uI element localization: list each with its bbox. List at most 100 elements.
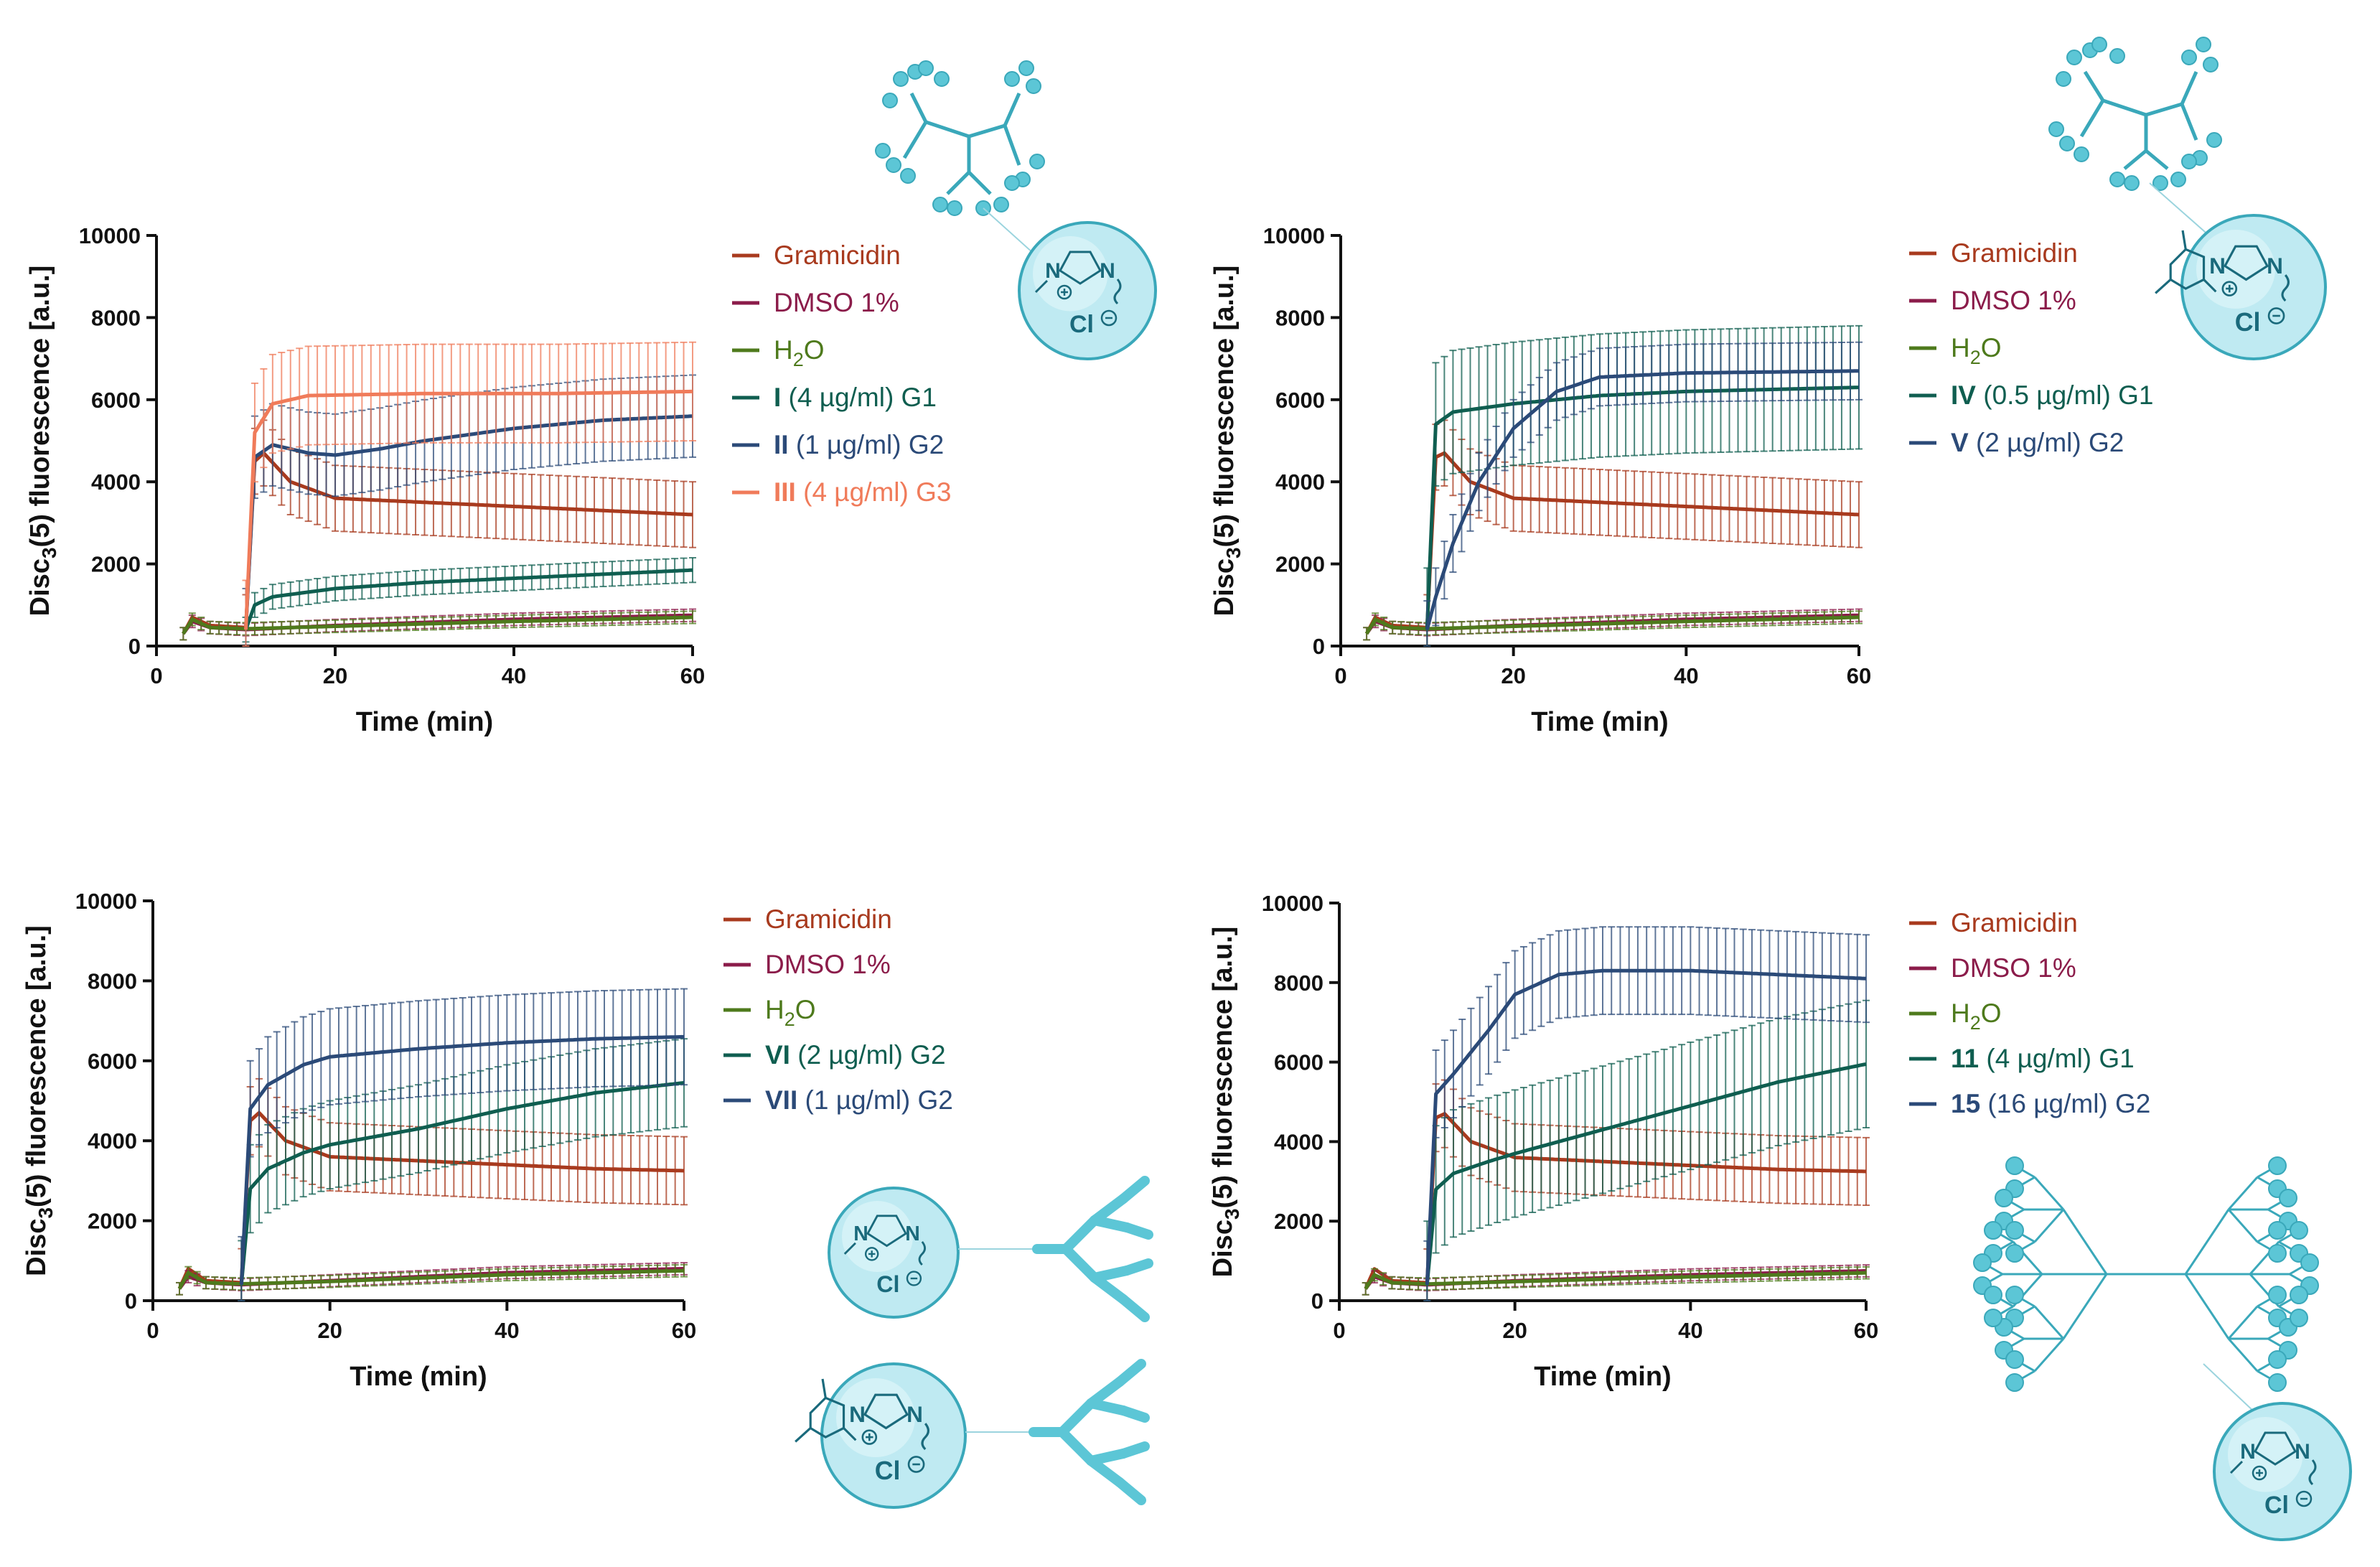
series-line <box>1364 1271 1867 1290</box>
legend-label: I (4 µg/ml) G1 <box>774 383 937 412</box>
y-tick-label: 0 <box>128 634 141 659</box>
legend-label: III (4 µg/ml) G3 <box>774 477 951 507</box>
legend-entry-gram: Gramicidin <box>1909 238 2078 268</box>
chart-bottom-right: 0 2000 4000 6000 8000 10000 0 20 40 60 Time (min) D… <box>1208 891 2150 1392</box>
legend-entry-dmso: DMSO 1% <box>1909 953 2076 983</box>
x-tick-label: 40 <box>1674 663 1698 688</box>
legend-label: H2O <box>1951 333 2002 368</box>
legend-entry-h2o: H2O <box>1909 998 2002 1034</box>
x-tick-label: 20 <box>1502 1318 1527 1343</box>
series-s2 <box>1423 926 1870 1301</box>
legend-entry-h2o: H2O <box>732 335 825 370</box>
x-axis-label: Time (min) <box>350 1362 487 1392</box>
svg-text:N: N <box>1100 259 1115 283</box>
legend-entry-gram: Gramicidin <box>1909 908 2078 937</box>
x-tick-label: 0 <box>150 663 162 688</box>
legend-entry-s2: VII (1 µg/ml) G2 <box>723 1085 953 1115</box>
x-tick-label: 60 <box>1854 1318 1878 1343</box>
legend-label: DMSO 1% <box>765 950 891 979</box>
chart-top-right: 0 2000 4000 6000 8000 10000 0 20 40 60 Time (min) D… <box>1209 223 2153 737</box>
y-tick-label: 8000 <box>91 305 141 330</box>
dendrimer-bottom-right <box>1973 1156 2319 1426</box>
legend-label: DMSO 1% <box>774 288 899 317</box>
chloride-label: Cl <box>2235 308 2261 337</box>
legend-label: IV (0.5 µg/ml) G1 <box>1951 380 2153 410</box>
y-tick-label: 4000 <box>88 1128 137 1154</box>
ammonium-sphere-top-left: N N Cl <box>1018 221 1157 360</box>
series-h2o <box>1363 610 1863 641</box>
y-tick-label: 8000 <box>1274 970 1323 996</box>
legend-label: DMSO 1% <box>1951 286 2076 315</box>
molecule-illustrations: N N Cl N N Cl N N Cl N N Cl N N Cl <box>795 37 2352 1541</box>
y-tick-label: 4000 <box>91 469 141 495</box>
y-tick-label: 10000 <box>75 889 137 914</box>
error-bar <box>689 557 696 584</box>
legend-label: Gramicidin <box>1951 238 2078 268</box>
x-tick-label: 20 <box>323 663 347 688</box>
x-tick-label: 40 <box>1678 1318 1702 1343</box>
legend-entry-dmso: DMSO 1% <box>723 950 891 979</box>
series-line <box>1425 968 1867 1285</box>
legend-entry-s2: V (2 µg/ml) G2 <box>1909 428 2124 457</box>
mesityl-sphere-bottom-left: N N Cl <box>795 1362 967 1509</box>
legend-label: 15 (16 µg/ml) G2 <box>1951 1089 2150 1118</box>
series-s3 <box>242 341 696 647</box>
y-tick-label: 0 <box>1311 1288 1323 1314</box>
series-line <box>1425 1062 1867 1286</box>
y-tick-label: 8000 <box>88 968 137 993</box>
svg-text:N: N <box>2240 1440 2256 1464</box>
svg-text:N: N <box>2267 253 2283 279</box>
ammonium-sphere-bottom-left: N N Cl <box>828 1187 960 1319</box>
x-axis-label: Time (min) <box>356 707 493 737</box>
y-tick-label: 10000 <box>79 223 141 248</box>
x-tick-label: 60 <box>672 1318 696 1343</box>
y-tick-label: 0 <box>125 1288 137 1314</box>
y-tick-label: 2000 <box>1275 552 1325 577</box>
series-s2 <box>238 988 688 1301</box>
series-s1 <box>242 557 696 643</box>
x-tick-label: 20 <box>317 1318 342 1343</box>
chart-bottom-left: 0 2000 4000 6000 8000 10000 0 20 40 60 Time (min) D… <box>22 889 953 1392</box>
x-tick-label: 0 <box>1333 1318 1345 1343</box>
series-gram <box>1364 1079 1870 1301</box>
legend-entry-h2o: H2O <box>723 995 816 1030</box>
legend-entry-dmso: DMSO 1% <box>732 288 899 317</box>
y-tick-label: 2000 <box>91 552 141 577</box>
dendrimer-tree-top-right <box>2048 37 2222 238</box>
legend-entry-s2: II (1 µg/ml) G2 <box>732 430 944 459</box>
legend-label: H2O <box>1951 998 2002 1034</box>
x-tick-label: 0 <box>1334 663 1346 688</box>
legend-label: H2O <box>765 995 816 1030</box>
legend-label: VII (1 µg/ml) G2 <box>765 1085 953 1115</box>
mesityl-sphere-top-right: N N Cl <box>2155 214 2327 360</box>
svg-text:N: N <box>853 1222 868 1245</box>
legend-entry-s3: III (4 µg/ml) G3 <box>732 477 951 507</box>
series-line <box>244 389 693 630</box>
chart-top-left: 0 2000 4000 6000 8000 10000 0 20 40 60 Time (min) D… <box>25 223 951 737</box>
dendrimer-tree-top-left <box>875 60 1056 273</box>
legend-entry-dmso: DMSO 1% <box>1909 286 2076 315</box>
series-line <box>1364 451 1860 635</box>
legend-entry-gram: Gramicidin <box>732 240 901 270</box>
series-h2o <box>179 610 696 641</box>
legend-entry-s1: 11 (4 µg/ml) G1 <box>1909 1044 2135 1073</box>
legend-label: VI (2 µg/ml) G2 <box>765 1040 946 1070</box>
series-line <box>1425 369 1859 630</box>
series-line <box>177 1110 685 1290</box>
svg-text:N: N <box>2295 1440 2310 1464</box>
legend-label: 11 (4 µg/ml) G1 <box>1951 1044 2135 1073</box>
series-h2o <box>176 1263 688 1296</box>
svg-text:N: N <box>849 1401 866 1427</box>
legend-entry-s1: IV (0.5 µg/ml) G1 <box>1909 380 2153 410</box>
legend-entry-s1: VI (2 µg/ml) G2 <box>723 1040 946 1070</box>
y-axis-label: Disc3(5) fluorescence [a.u.] <box>1209 266 1245 617</box>
x-axis-label: Time (min) <box>1534 1362 1671 1392</box>
x-tick-label: 40 <box>495 1318 519 1343</box>
y-tick-label: 8000 <box>1275 305 1325 330</box>
legend-entry-h2o: H2O <box>1909 333 2002 368</box>
y-tick-label: 0 <box>1313 634 1325 659</box>
y-tick-label: 2000 <box>1274 1209 1323 1234</box>
ammonium-sphere-bottom-right: N N Cl <box>2213 1402 2352 1541</box>
legend-label: H2O <box>774 335 825 370</box>
series-line <box>1364 615 1859 635</box>
